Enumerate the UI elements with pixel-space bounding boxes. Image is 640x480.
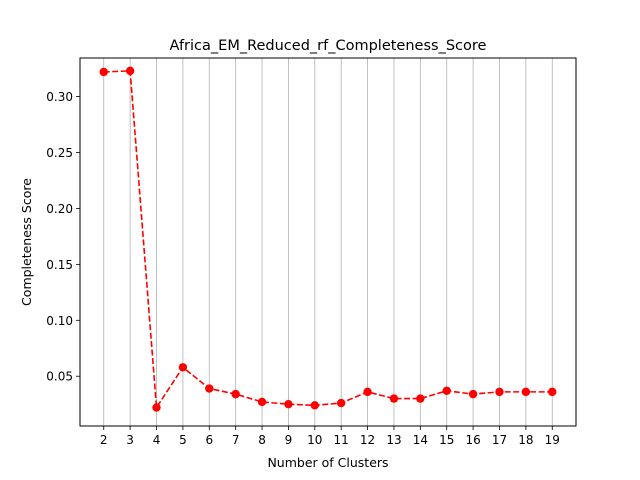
- data-point: [310, 401, 320, 410]
- x-tick-label: 18: [518, 433, 533, 447]
- x-axis-ticks: 2 3 4 5 6 7 8 9 10 11 12 13 14 15 16 17 18 19: [100, 426, 560, 447]
- x-tick-label: 7: [232, 433, 240, 447]
- x-tick-label: 5: [179, 433, 187, 447]
- data-point: [125, 66, 135, 76]
- x-tick-label: 17: [492, 433, 507, 447]
- grid-lines: [103, 58, 553, 426]
- data-point: [548, 387, 557, 397]
- x-tick-label: 14: [413, 433, 428, 447]
- chart-title: Africa_EM_Reduced_rf_Completeness_Score: [170, 38, 487, 54]
- data-point: [521, 387, 531, 397]
- y-tick-label: 0.05: [46, 370, 73, 384]
- x-tick-label: 9: [285, 433, 293, 447]
- data-point: [389, 394, 399, 403]
- data-point: [99, 67, 108, 77]
- x-tick-label: 11: [334, 433, 349, 447]
- y-tick-label: 0.30: [46, 90, 73, 104]
- data-point: [336, 398, 346, 408]
- x-tick-label: 13: [386, 433, 401, 447]
- data-point: [468, 389, 478, 399]
- data-point: [152, 403, 161, 412]
- plot-area-frame: [79, 57, 577, 427]
- x-tick-label: 6: [205, 433, 213, 447]
- x-axis-label: Number of Clusters: [267, 455, 388, 470]
- x-tick-label: 15: [439, 433, 454, 447]
- data-point: [178, 363, 188, 372]
- y-tick-label: 0.15: [46, 258, 73, 272]
- x-tick-label: 8: [258, 433, 266, 447]
- x-tick-label: 19: [545, 433, 560, 447]
- x-tick-label: 3: [126, 433, 134, 447]
- data-point: [495, 387, 504, 397]
- data-point: [205, 384, 214, 393]
- data-point: [231, 389, 240, 399]
- y-tick-label: 0.25: [46, 146, 73, 160]
- y-tick-label: 0.10: [46, 314, 73, 328]
- data-point: [257, 397, 267, 407]
- series-line: [103, 70, 553, 410]
- y-axis-ticks: 0.05 0.10 0.15 0.20 0.25 0.30: [46, 90, 80, 384]
- data-point: [284, 399, 293, 409]
- x-tick-label: 16: [465, 433, 480, 447]
- data-point: [416, 394, 425, 403]
- x-tick-label: 10: [307, 433, 322, 447]
- x-tick-label: 2: [100, 433, 108, 447]
- y-axis-label: Completeness Score: [19, 178, 34, 306]
- x-tick-label: 12: [360, 433, 375, 447]
- series-layer: [99, 66, 557, 412]
- data-point: [442, 386, 451, 395]
- y-tick-label: 0.20: [46, 202, 73, 216]
- data-point: [363, 387, 372, 397]
- x-tick-label: 4: [153, 433, 161, 447]
